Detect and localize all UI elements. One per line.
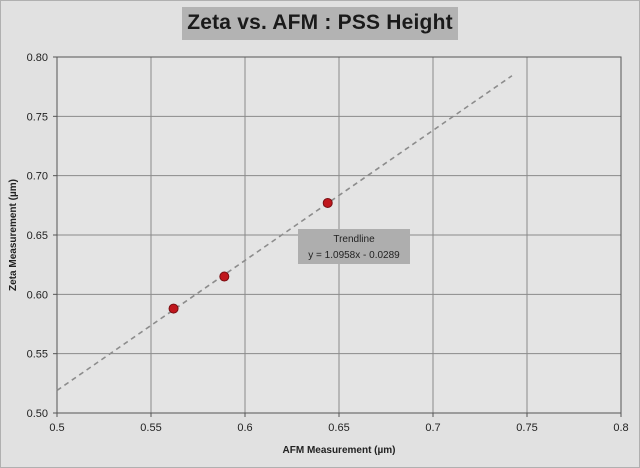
plot-border — [56, 56, 622, 414]
data-point — [219, 271, 230, 282]
chart-title: Zeta vs. AFM : PSS Height — [182, 7, 458, 40]
y-tick-label: 0.80 — [27, 52, 48, 64]
axes — [53, 56, 622, 417]
x-axis-title: AFM Measurement (µm) — [283, 445, 396, 456]
trendline-label-box — [298, 229, 410, 264]
y-tick-label: 0.65 — [27, 230, 48, 242]
data-points — [168, 197, 333, 314]
x-tick-label: 0.65 — [328, 422, 349, 434]
chart-title-wrap: Zeta vs. AFM : PSS Height — [0, 7, 640, 40]
trendline — [56, 75, 513, 392]
data-point — [322, 197, 333, 208]
trendline-label: Trendline y = 1.0958x - 0.0289 — [298, 229, 410, 264]
x-tick-label: 0.55 — [140, 422, 161, 434]
y-axis-title: Zeta Measurement (µm) — [8, 179, 19, 291]
x-tick-label: 0.5 — [49, 422, 64, 434]
trendline-label-equation: y = 1.0958x - 0.0289 — [308, 250, 400, 261]
trendline-label-title: Trendline — [333, 234, 375, 245]
y-tick-labels: 0.50 0.55 0.60 0.65 0.70 0.75 0.80 — [27, 52, 48, 420]
x-tick-label: 0.7 — [425, 422, 440, 434]
y-tick-label: 0.70 — [27, 171, 48, 183]
x-tick-labels: 0.5 0.55 0.6 0.65 0.7 0.75 0.8 — [49, 422, 628, 434]
y-tick-label: 0.75 — [27, 111, 48, 123]
x-tick-label: 0.75 — [516, 422, 537, 434]
y-tick-label: 0.55 — [27, 349, 48, 361]
x-tick-label: 0.8 — [613, 422, 628, 434]
x-tick-label: 0.6 — [237, 422, 252, 434]
y-tick-label: 0.50 — [27, 408, 48, 420]
y-tick-label: 0.60 — [27, 289, 48, 301]
data-point — [168, 303, 179, 314]
